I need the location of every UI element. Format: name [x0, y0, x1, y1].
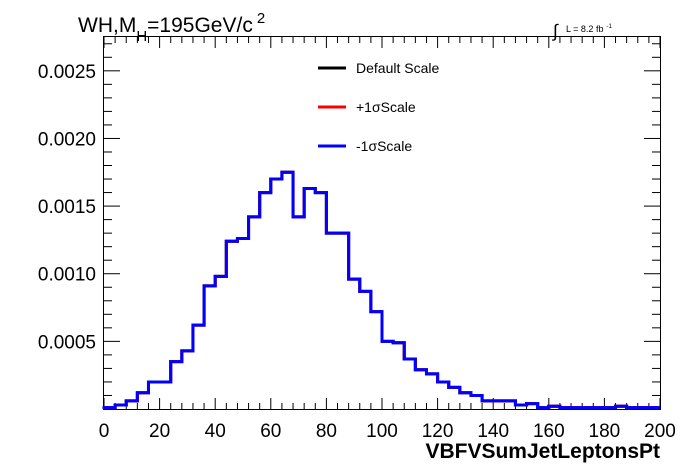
luminosity-label: L = 8.2 fb -1 — [566, 24, 612, 34]
title-superscript: 2 — [257, 10, 265, 27]
legend-label-3: -1σScale — [356, 138, 412, 154]
legend-label-1: Default Scale — [356, 60, 439, 76]
axis-ticks — [103, 37, 661, 409]
x-tick-label: 140 — [477, 421, 509, 442]
x-tick-label: 100 — [366, 421, 398, 442]
x-tick-label: 180 — [589, 421, 621, 442]
y-tick-label: 0.0015 — [38, 197, 96, 218]
x-tick-label: 120 — [422, 421, 454, 442]
x-tick-label: 20 — [149, 421, 170, 442]
x-tick-label: 0 — [99, 421, 110, 442]
y-tick-label: 0.0010 — [38, 265, 96, 286]
x-tick-label: 80 — [316, 421, 337, 442]
y-tick-labels: 0.0005 0.0010 0.0015 0.0020 0.0025 — [38, 62, 96, 354]
series-line-1 — [102, 170, 660, 410]
x-tick-label: 200 — [644, 421, 676, 442]
series-lines — [102, 170, 660, 410]
integral-icon: ∫ — [551, 21, 559, 41]
x-tick-label: 40 — [205, 421, 226, 442]
x-tick-label: 160 — [533, 421, 565, 442]
y-tick-label: 0.0020 — [38, 129, 96, 150]
plot-frame — [103, 36, 661, 410]
y-tick-label: 0.0005 — [38, 332, 96, 353]
series-line-2 — [102, 170, 660, 410]
y-tick-label: 0.0025 — [38, 62, 96, 83]
legend: Default Scale +1σScale -1σScale — [318, 60, 439, 154]
title-rest: =195GeV/c — [147, 14, 253, 37]
legend-label-2: +1σScale — [356, 99, 416, 115]
x-tick-label: 60 — [260, 421, 281, 442]
series-line-3 — [102, 170, 660, 410]
x-axis-title: VBFVSumJetLeptonsPt — [425, 440, 660, 463]
x-tick-labels: 0 20 40 60 80 100 120 140 160 180 200 — [99, 421, 676, 442]
